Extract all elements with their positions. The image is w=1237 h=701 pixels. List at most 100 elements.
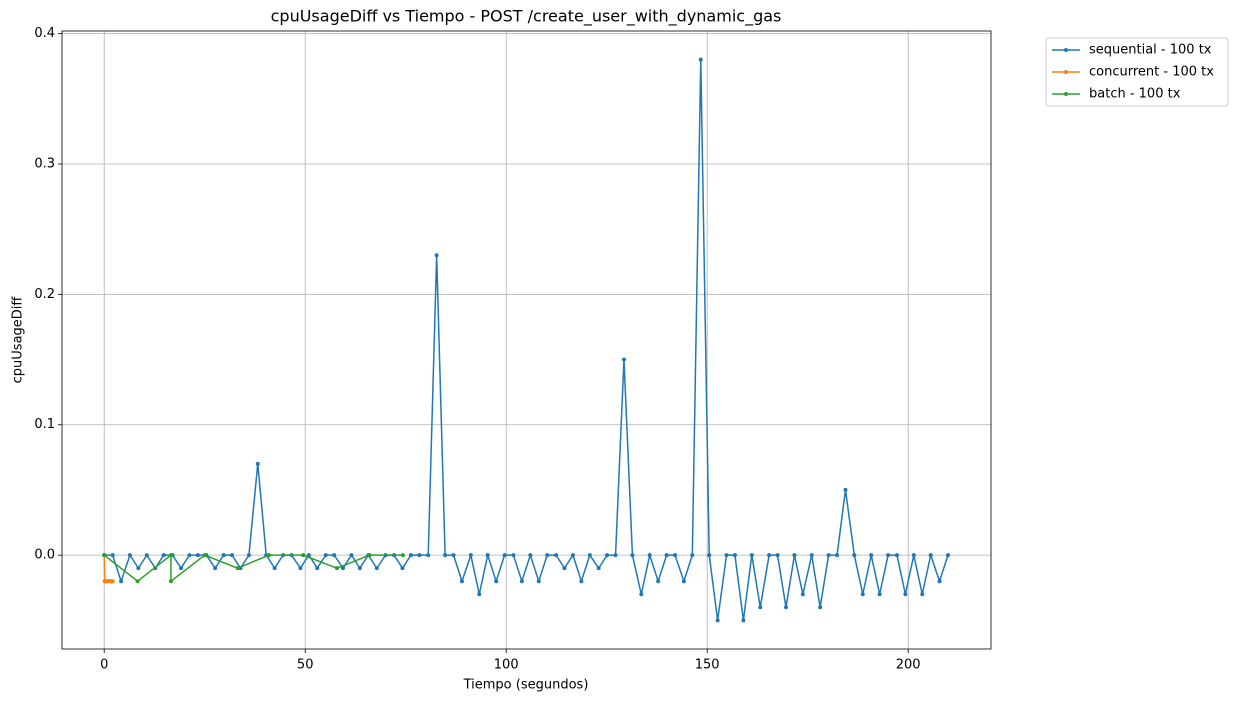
y-tick-label: 0.4 xyxy=(34,26,55,41)
data-point xyxy=(621,357,626,362)
data-point xyxy=(485,553,490,558)
y-tick-label: 0.2 xyxy=(34,287,55,302)
data-point xyxy=(400,553,405,558)
data-point xyxy=(528,553,533,558)
data-point xyxy=(707,553,712,558)
data-point xyxy=(698,57,703,62)
data-point xyxy=(349,553,354,558)
data-point xyxy=(511,553,516,558)
data-point xyxy=(690,553,695,558)
data-point xyxy=(639,592,644,597)
data-point xyxy=(323,553,328,558)
data-point xyxy=(400,566,405,571)
data-point xyxy=(894,553,899,558)
data-point xyxy=(468,553,473,558)
data-point xyxy=(136,566,141,571)
data-point xyxy=(367,553,372,558)
legend-marker xyxy=(1064,48,1068,52)
data-point xyxy=(298,566,303,571)
data-point xyxy=(945,553,950,558)
y-tick-label: 0.3 xyxy=(34,156,55,171)
data-point xyxy=(554,553,559,558)
legend-marker xyxy=(1064,70,1068,74)
data-point xyxy=(110,553,115,558)
data-point xyxy=(826,553,831,558)
data-point xyxy=(178,566,183,571)
series-line xyxy=(104,59,949,621)
data-point xyxy=(852,553,857,558)
data-point xyxy=(168,553,173,558)
data-point xyxy=(818,605,823,610)
data-point xyxy=(749,553,754,558)
data-point xyxy=(681,579,686,584)
data-point xyxy=(928,553,933,558)
data-point xyxy=(579,579,584,584)
x-tick-label: 50 xyxy=(297,658,314,673)
data-point xyxy=(911,553,916,558)
chart-title: cpuUsageDiff vs Tiempo - POST /create_us… xyxy=(271,7,782,27)
data-point xyxy=(494,579,499,584)
data-point xyxy=(903,592,908,597)
legend-box xyxy=(1045,37,1229,107)
data-point xyxy=(767,553,772,558)
data-point xyxy=(536,579,541,584)
data-point xyxy=(869,553,874,558)
data-point xyxy=(800,592,805,597)
data-point xyxy=(102,553,107,558)
data-point xyxy=(451,553,456,558)
data-point xyxy=(630,553,635,558)
data-point xyxy=(168,579,173,584)
data-point xyxy=(783,605,788,610)
data-point xyxy=(230,553,235,558)
data-point xyxy=(519,579,524,584)
data-point xyxy=(664,553,669,558)
data-point xyxy=(374,566,379,571)
data-point xyxy=(272,566,277,571)
data-point xyxy=(843,487,848,492)
data-point xyxy=(502,553,507,558)
legend-marker xyxy=(1064,92,1068,96)
data-point xyxy=(417,553,422,558)
data-point xyxy=(426,553,431,558)
data-point xyxy=(408,553,413,558)
data-point xyxy=(775,553,780,558)
data-point xyxy=(605,553,610,558)
data-point xyxy=(596,566,601,571)
data-point xyxy=(724,553,729,558)
y-tick-label: 0.0 xyxy=(34,548,55,563)
legend-label: batch - 100 tx xyxy=(1089,87,1181,102)
data-point xyxy=(221,553,226,558)
data-point xyxy=(647,553,652,558)
y-tick-label: 0.1 xyxy=(34,417,55,432)
data-point xyxy=(877,592,882,597)
data-point xyxy=(334,566,339,571)
x-tick-label: 150 xyxy=(695,658,720,673)
data-point xyxy=(246,553,251,558)
data-point xyxy=(570,553,575,558)
x-tick-label: 200 xyxy=(896,658,921,673)
data-point xyxy=(161,553,166,558)
x-axis-label: Tiempo (segundos) xyxy=(463,678,589,693)
data-point xyxy=(587,553,592,558)
data-point xyxy=(732,553,737,558)
data-point xyxy=(477,592,482,597)
legend-label: sequential - 100 tx xyxy=(1089,43,1212,58)
legend: sequential - 100 tx concurrent - 100 tx ba… xyxy=(1045,37,1229,107)
data-point xyxy=(187,553,192,558)
data-point xyxy=(340,566,345,571)
data-point xyxy=(110,579,115,584)
data-point xyxy=(809,553,814,558)
data-point xyxy=(135,579,140,584)
data-point xyxy=(235,566,240,571)
data-point xyxy=(860,592,865,597)
data-point xyxy=(301,553,306,558)
data-point xyxy=(613,553,618,558)
data-point xyxy=(562,566,567,571)
data-point xyxy=(195,553,200,558)
plot-frame xyxy=(61,30,992,650)
legend-label: concurrent - 100 tx xyxy=(1089,65,1214,80)
data-point xyxy=(792,553,797,558)
data-point xyxy=(144,553,149,558)
y-axis-label: cpuUsageDiff xyxy=(11,296,26,384)
